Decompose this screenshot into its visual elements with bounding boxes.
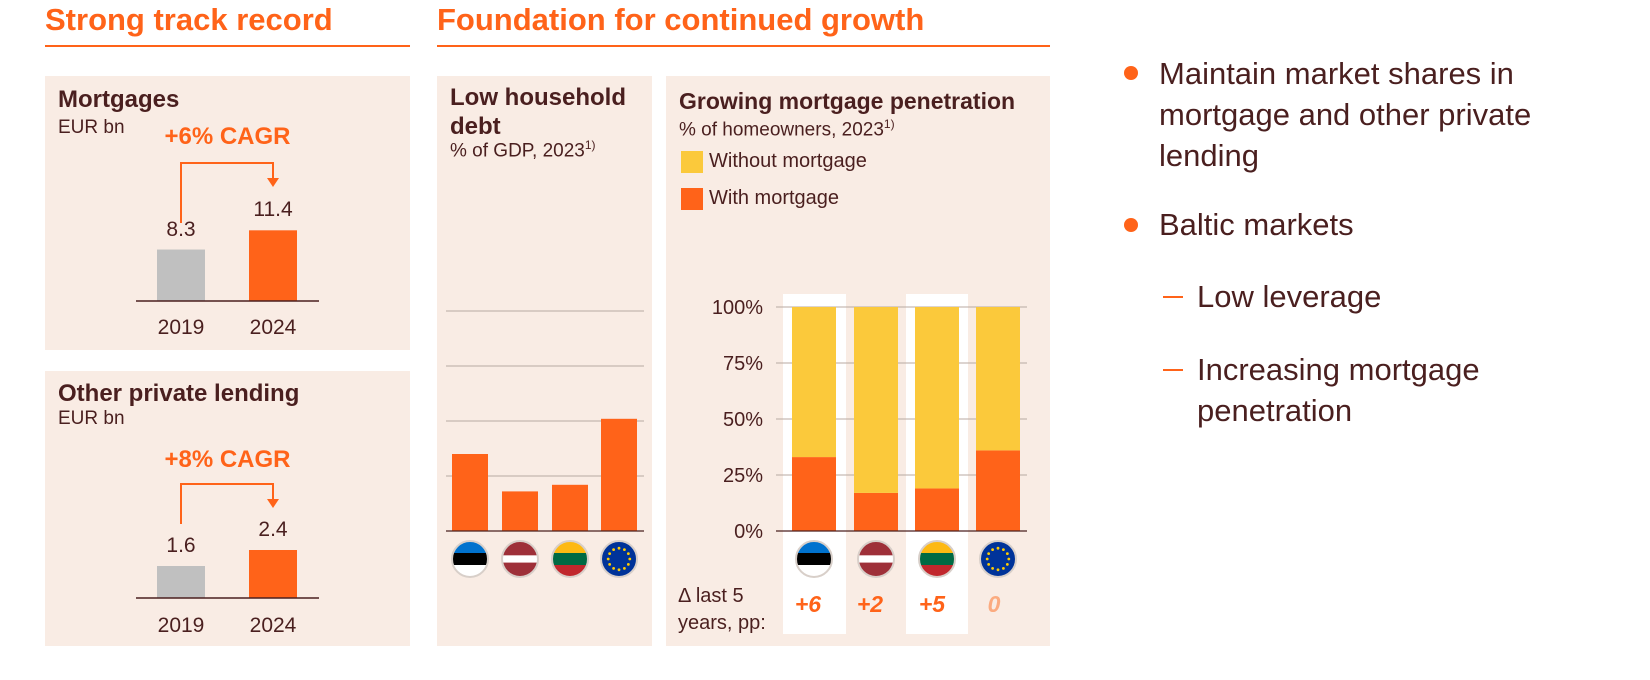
estonia-flag-icon — [795, 540, 833, 578]
eu-flag-icon — [979, 540, 1017, 578]
sub-bullet-low-leverage: Low leverage — [1197, 279, 1382, 314]
section-rule — [437, 45, 1050, 47]
mortgages-unit: EUR bn — [58, 117, 125, 138]
category-label-2019: 2019 — [157, 614, 205, 637]
mortgages-title: Mortgages — [58, 86, 180, 113]
bar-lithuania — [552, 484, 588, 531]
cagr-arrowhead — [267, 178, 279, 187]
sub-bullet-increasing-penetration: Increasing mortgage penetration — [1197, 352, 1480, 428]
cagr-arrowhead — [267, 499, 279, 508]
other-lending-cagr-label: +8% CAGR — [164, 446, 291, 473]
y-tick-label: 50% — [723, 409, 763, 431]
bar-without-mortgage-latvia — [854, 307, 898, 493]
bar-2019 — [157, 249, 205, 301]
delta-value-estonia: +6 — [794, 591, 822, 617]
bullet-item-baltic-markets: Baltic markets — [1159, 207, 1354, 242]
bullet-dot — [1124, 218, 1138, 232]
bar-latvia — [502, 491, 538, 531]
cagr-arrow — [180, 483, 274, 524]
data-label-2024: 11.4 — [253, 198, 293, 222]
mortgages-chart — [136, 162, 319, 302]
eu-flag-icon — [600, 540, 638, 578]
legend-swatch-without-mortgage — [681, 151, 703, 173]
bullet-dash — [1163, 296, 1183, 298]
legend-label-with-mortgage: With mortgage — [709, 187, 840, 209]
data-label-2019: 1.6 — [166, 534, 196, 557]
cagr-arrow — [180, 162, 274, 223]
household-debt-chart — [446, 310, 644, 578]
bar-with-mortgage-estonia — [792, 457, 836, 531]
other-lending-chart — [136, 483, 319, 599]
section-title-foundation: Foundation for continued growth — [437, 2, 925, 37]
penetration-chart: 0% 25% 50% 75% 100% — [712, 294, 1027, 634]
latvia-flag-icon — [857, 540, 895, 578]
delta-value-latvia: +2 — [856, 591, 884, 617]
bullet-dash — [1163, 369, 1183, 371]
bar-with-mortgage-lithuania — [915, 488, 959, 531]
delta-value-eu: 0 — [987, 591, 1001, 617]
data-label-2019: 8.3 — [166, 217, 196, 241]
section-rule — [45, 45, 410, 47]
lithuania-flag-icon — [551, 540, 589, 578]
bar-without-mortgage-estonia — [792, 307, 836, 458]
other-lending-unit: EUR bn — [58, 408, 125, 429]
y-tick-label: 100% — [712, 297, 763, 319]
y-tick-label: 25% — [723, 465, 763, 487]
other-lending-panel: Other private lending EUR bn +8% CAGR 1.… — [45, 371, 410, 646]
y-tick-label: 0% — [734, 521, 763, 543]
delta-value-lithuania: +5 — [918, 591, 946, 617]
bar-estonia — [452, 454, 488, 531]
data-label-2024: 2.4 — [258, 518, 288, 541]
category-label-2024: 2024 — [249, 614, 297, 637]
bar-without-mortgage-lithuania — [915, 307, 959, 489]
delta-label: Δ last 5 years, pp: — [678, 585, 766, 634]
household-debt-panel: Low household debt % of GDP, 20231) — [437, 76, 652, 646]
mortgages-panel: Mortgages EUR bn +6% CAGR 8.3 11.4 2019 … — [45, 76, 410, 350]
mortgages-cagr-label: +6% CAGR — [164, 123, 291, 150]
category-label-2024: 2024 — [249, 316, 297, 339]
legend-label-without-mortgage: Without mortgage — [709, 150, 867, 172]
y-tick-label: 75% — [723, 353, 763, 375]
bullet-dot — [1124, 66, 1138, 80]
bullet-item-market-shares: Maintain market shares in mortgage and o… — [1159, 56, 1532, 173]
legend-swatch-with-mortgage — [681, 188, 703, 210]
penetration-subtitle: % of homeowners, 20231) — [679, 117, 895, 141]
bar-eu — [601, 418, 637, 531]
other-lending-title: Other private lending — [58, 380, 300, 407]
estonia-flag-icon — [451, 540, 489, 578]
household-debt-subtitle: % of GDP, 20231) — [450, 138, 596, 162]
bar-with-mortgage-eu — [976, 450, 1020, 531]
bar-without-mortgage-eu — [976, 307, 1020, 451]
bar-with-mortgage-latvia — [854, 492, 898, 531]
penetration-panel: Growing mortgage penetration % of homeow… — [666, 76, 1050, 646]
section-title-track-record: Strong track record — [45, 2, 333, 37]
bar-2024 — [249, 550, 297, 598]
bar-2024 — [249, 230, 297, 301]
penetration-title: Growing mortgage penetration — [679, 88, 1016, 114]
bar-2019 — [157, 566, 205, 598]
lithuania-flag-icon — [918, 540, 956, 578]
household-debt-title: Low household debt — [450, 84, 626, 140]
category-label-2019: 2019 — [157, 316, 205, 339]
latvia-flag-icon — [501, 540, 539, 578]
